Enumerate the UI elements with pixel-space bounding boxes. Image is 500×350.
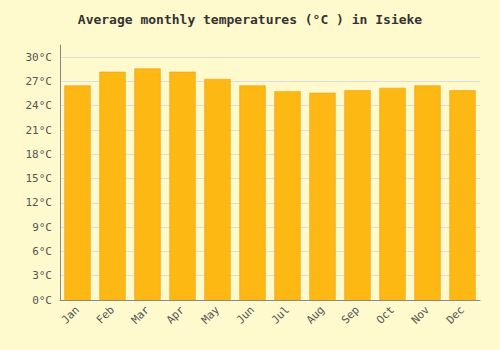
svg-text:9°C: 9°C [32,221,52,234]
svg-text:30°C: 30°C [26,51,53,64]
svg-text:Apr: Apr [164,303,187,326]
svg-text:Oct: Oct [374,303,397,326]
svg-text:15°C: 15°C [26,172,53,185]
svg-text:Nov: Nov [409,303,432,326]
svg-text:Mar: Mar [129,303,152,326]
svg-text:6°C: 6°C [32,245,52,258]
svg-text:Aug: Aug [304,303,327,326]
svg-text:Average monthly temperatures (: Average monthly temperatures (°C ) in Is… [78,12,423,27]
svg-text:3°C: 3°C [32,269,52,282]
svg-text:27°C: 27°C [26,75,53,88]
svg-text:Jul: Jul [269,303,292,326]
svg-text:21°C: 21°C [26,124,53,137]
svg-text:Sep: Sep [339,303,362,326]
svg-text:24°C: 24°C [26,99,53,112]
svg-text:12°C: 12°C [26,196,53,209]
svg-text:May: May [199,303,222,326]
svg-text:Jun: Jun [234,303,257,326]
svg-text:Feb: Feb [94,303,117,326]
svg-text:18°C: 18°C [26,148,53,161]
svg-text:Dec: Dec [444,303,467,326]
svg-text:Jan: Jan [59,303,82,326]
svg-text:0°C: 0°C [32,294,52,307]
